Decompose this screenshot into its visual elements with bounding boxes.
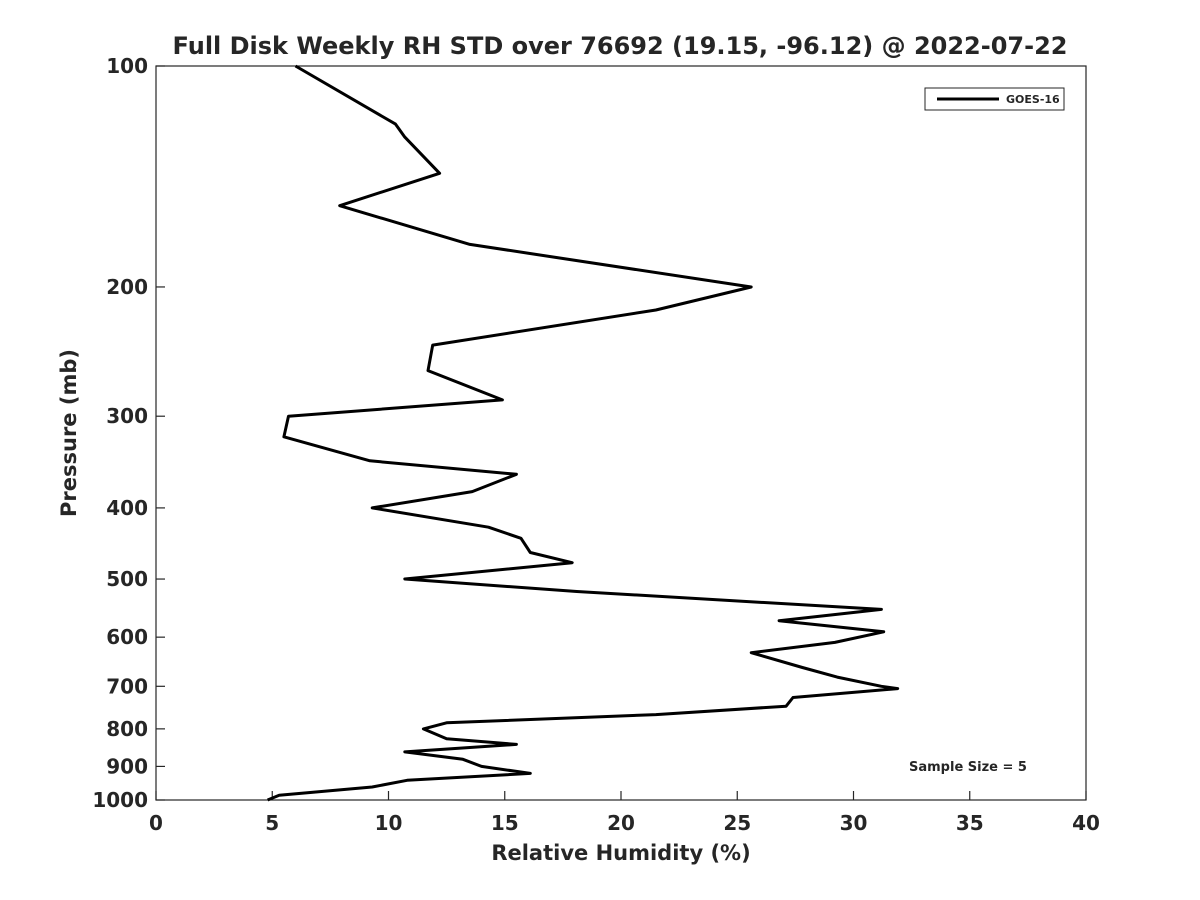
y-tick-label: 700 xyxy=(106,674,148,698)
x-tick-label: 40 xyxy=(1072,811,1100,835)
y-axis-label: Pressure (mb) xyxy=(57,349,81,517)
plot-area xyxy=(155,65,1087,801)
y-axis: 100 200 300 400 500 600 700 800 900 1000 xyxy=(92,54,165,812)
x-axis-label: Relative Humidity (%) xyxy=(491,841,750,865)
y-tick-label: 200 xyxy=(106,275,148,299)
x-tick-label: 20 xyxy=(607,811,635,835)
x-tick-label: 25 xyxy=(723,811,751,835)
y-tick-label: 100 xyxy=(106,54,148,78)
x-tick-label: 10 xyxy=(375,811,403,835)
y-tick-label: 1000 xyxy=(92,788,148,812)
y-tick-label: 900 xyxy=(106,754,148,778)
sample-size-annotation: Sample Size = 5 xyxy=(909,760,1027,775)
chart-title: Full Disk Weekly RH STD over 76692 (19.1… xyxy=(173,32,1068,60)
y-tick-label: 600 xyxy=(106,625,148,649)
y-tick-label: 800 xyxy=(106,717,148,741)
series-layer xyxy=(267,64,900,802)
legend-label: GOES-16 xyxy=(1006,93,1060,106)
x-tick-label: 5 xyxy=(265,811,279,835)
x-tick-label: 15 xyxy=(491,811,519,835)
legend: GOES-16 xyxy=(924,87,1065,111)
y-tick-label: 400 xyxy=(106,496,148,520)
x-tick-label: 0 xyxy=(149,811,163,835)
x-tick-label: 35 xyxy=(956,811,984,835)
y-tick-label: 300 xyxy=(106,404,148,428)
x-tick-label: 30 xyxy=(840,811,868,835)
series-line-goes-16 xyxy=(267,64,900,802)
x-axis: 0 5 10 15 20 25 30 35 40 xyxy=(149,791,1100,835)
y-tick-label: 500 xyxy=(106,567,148,591)
